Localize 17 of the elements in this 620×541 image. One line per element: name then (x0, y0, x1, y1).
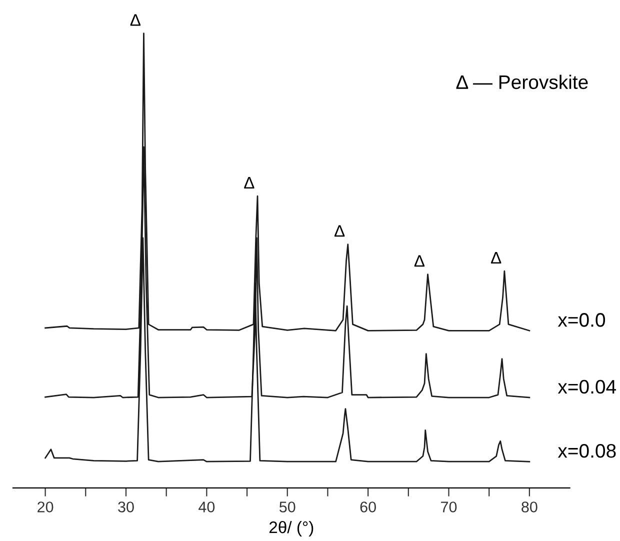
annotation: Δ (244, 177, 254, 188)
x-tick-label: 70 (441, 502, 457, 512)
x-axis-title: 2θ/ (°) (269, 520, 314, 536)
annotation: Δ (414, 255, 424, 267)
series-label: x=0.04 (558, 380, 616, 394)
annotation: Δ — Perovskite (456, 74, 588, 90)
annotation: Δ (491, 252, 502, 264)
x-tick-label: 60 (360, 502, 376, 512)
annotation: Δ (130, 14, 140, 26)
annotation: Δ (334, 225, 345, 237)
series-label: x=0.08 (558, 444, 616, 458)
x-tick-label: 20 (38, 502, 54, 512)
x-tick-label: 40 (198, 502, 215, 512)
x-tick-label: 80 (522, 502, 538, 512)
series-label: x=0.0 (558, 313, 606, 327)
x-tick-label: 30 (118, 502, 134, 512)
x-tick-label: 50 (279, 502, 296, 512)
